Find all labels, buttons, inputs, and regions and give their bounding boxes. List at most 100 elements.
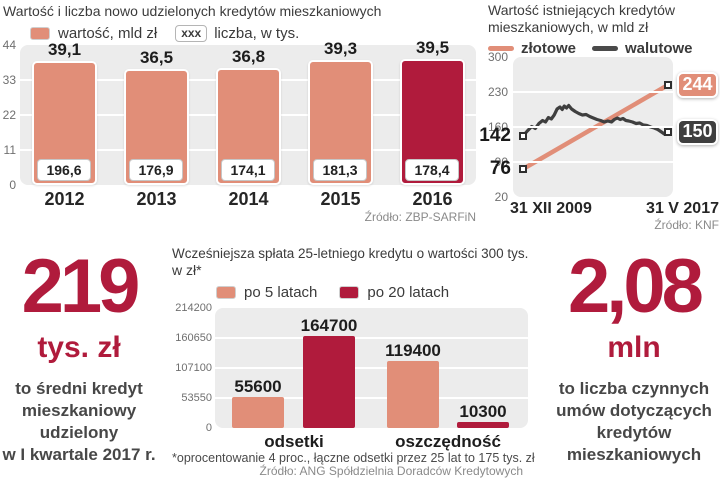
bar-count-badge: 176,9 [129, 159, 183, 181]
legend-label-zlotowe: złotowe [521, 40, 576, 57]
y-tick-label: 230 [487, 85, 508, 99]
source-label: Źródło: ZBP-SARFiN [364, 210, 476, 224]
plot-area: 196,6 176,9 174,1 181,3 178,4 [20, 45, 476, 185]
bar-value-label: 55600 [234, 376, 282, 396]
chart-existing-mortgages: Wartość istniejących kredytów mieszkanio… [479, 0, 720, 236]
gridline [513, 91, 673, 93]
y-tick-label: 33 [2, 73, 16, 87]
bar-odsetki-po 20 latach [303, 335, 355, 428]
y-tick-label: 0 [205, 422, 212, 434]
chart-legend: po 5 latach po 20 latach [216, 284, 449, 301]
y-tick-label: 160 [487, 120, 508, 134]
chart-title-line1: Wcześniejsza spłata 25-letniego kredytu … [172, 246, 529, 261]
chart-new-mortgages: Wartość i liczba nowo udzielonych kredyt… [0, 0, 478, 236]
stat-unit: mln [607, 331, 661, 364]
legend-line-walutowe [592, 46, 618, 51]
stat-value: 219 [21, 244, 141, 329]
stat-description-line: kredytów [596, 423, 672, 442]
y-tick-label: 0 [9, 178, 16, 192]
stat-value: 2,08 [568, 244, 704, 329]
data-point-marker [519, 165, 527, 173]
data-point-marker [664, 128, 672, 136]
bar-value-label: 39,3 [323, 38, 358, 58]
x-tick-label: 2012 [44, 189, 85, 209]
data-point-marker [519, 132, 527, 140]
x-category-label: odsetki [264, 432, 324, 451]
bar-count-badge: 181,3 [313, 159, 367, 181]
stat-description-line: w I kwartale 2017 r. [2, 445, 156, 464]
y-tick-label: 300 [487, 50, 508, 64]
gridline [215, 337, 528, 339]
legend-label-value: wartość, mld zł [58, 25, 158, 42]
bar-value-label: 119400 [385, 341, 441, 361]
y-tick-label: 20 [494, 190, 508, 204]
chart-legend: wartość, mld zł xxx liczba, w tys. [30, 25, 299, 42]
bar-count-badge: 196,6 [37, 159, 91, 181]
start-value-zlotowe: 76 [489, 158, 511, 179]
chart-early-repayment: Wcześniejsza spłata 25-letniego kredytu … [170, 244, 542, 478]
bar-value-label: 10300 [459, 402, 507, 422]
stat-description-line: to liczba czynnych [558, 379, 710, 398]
end-badge-walutowe: 150 [677, 119, 718, 145]
bar-value-label: 164700 [300, 315, 358, 335]
bar-count-badge: 174,1 [221, 159, 275, 181]
data-point-marker [664, 81, 672, 89]
source-label: Źródło: KNF [654, 218, 719, 232]
gridline [513, 126, 673, 128]
x-tick-label: 2013 [136, 189, 177, 209]
stat-description-line: umów dotyczących [556, 401, 712, 420]
bar-value-label: 39,5 [415, 38, 450, 58]
bar-value-label: 36,8 [231, 46, 266, 66]
stat-description: to liczba czynnych umów dotyczących kredyt… [548, 378, 720, 466]
legend-label-20y: po 20 latach [367, 284, 450, 301]
x-category-label: oszczędność [395, 432, 501, 451]
legend-swatch-20y [339, 286, 360, 299]
stat-description-line: mieszkaniowych [566, 445, 702, 464]
plot-area [513, 57, 673, 197]
chart-title: Wartość i liczba nowo udzielonych kredyt… [3, 3, 382, 19]
series-line-walutowe [521, 103, 670, 138]
bar-odsetki-po 5 latach [232, 396, 284, 428]
x-tick-label: 2016 [412, 189, 453, 209]
plot-area [215, 308, 528, 428]
stat-unit: tys. zł [37, 331, 121, 364]
stat-description-line: udzielony [39, 423, 119, 442]
chart-title-line2: w zł* [172, 262, 202, 278]
y-tick-label: 90 [494, 155, 508, 169]
y-tick-label: 11 [3, 143, 16, 157]
gridline [513, 161, 673, 163]
stat-description: to średni kredyt mieszkaniowy udzielony w I… [0, 378, 158, 466]
legend-swatch-5y [216, 286, 236, 299]
chart-title: Wartość istniejących kredytów mieszkanio… [488, 2, 675, 35]
chart-legend: złotowe walutowe [488, 40, 693, 57]
legend-swatch-value [30, 27, 50, 40]
legend-label-5y: po 5 latach [244, 284, 318, 301]
stat-active-contracts: 2,08 mln to liczba czynnych umów dotyczącyc… [548, 244, 720, 466]
bar-count-badge: 178,4 [405, 159, 459, 181]
legend-count-badge: xxx [175, 25, 208, 42]
chart-footnote: *oprocentowanie 4 proc., łączne odsetki … [172, 451, 535, 465]
bar-value-label: 36,5 [139, 47, 174, 67]
end-badge-zlotowe: 244 [677, 72, 718, 98]
y-tick-label: 160650 [175, 332, 212, 344]
bar-value-label: 39,1 [47, 39, 82, 59]
y-tick-label: 44 [2, 38, 16, 52]
legend-label-walutowe: walutowe [625, 40, 693, 57]
y-tick-label: 53550 [181, 392, 212, 404]
legend-line-zlotowe [488, 46, 514, 51]
stat-description-line: mieszkaniowy [21, 401, 137, 420]
x-tick-label: 2015 [320, 189, 361, 209]
gridline [215, 367, 528, 369]
y-tick-label: 22 [2, 108, 16, 122]
bar-oszczędność-po 20 latach [457, 422, 509, 428]
stat-description-line: to średni kredyt [15, 379, 143, 398]
y-tick-label: 107100 [175, 362, 212, 374]
source-label: Źródło: ANG Spółdzielnia Doradców Kredyt… [259, 464, 523, 478]
x-axis-end-label: 31 V 2017 [646, 200, 719, 217]
start-value-walutowe: 142 [479, 125, 511, 146]
x-axis-start-label: 31 XII 2009 [510, 200, 592, 217]
gridline [215, 397, 528, 399]
x-tick-label: 2014 [228, 189, 269, 209]
bar-oszczędność-po 5 latach [387, 361, 439, 428]
